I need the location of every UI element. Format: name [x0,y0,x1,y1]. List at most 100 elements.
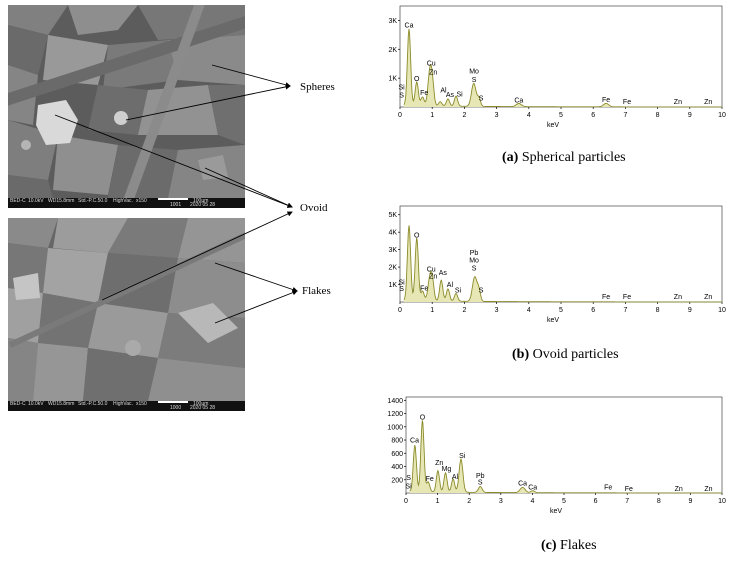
spectrum-line [403,225,722,303]
x-axis-label: keV [547,122,559,129]
x-tick-label: 3 [499,498,503,505]
caption-a: (a) Spherical particles [502,150,626,166]
sem-image-top: BED-C 10.0kV WD15.8mm Std.-P.C.50.0 High… [8,5,245,208]
peak-label: Al [447,282,454,289]
eds-chart-flakes: 200 400 600 800 1000 1200 1400 0 1 2 3 4 5 6 7 8 9 10 keV C… [387,396,726,515]
caption-b: (b) Ovoid particles [512,347,619,363]
peak-label: S [399,92,404,99]
x-tick-label: 10 [718,307,726,314]
peak-label: Mo [469,69,479,76]
peak-label: Al [440,88,447,95]
x-tick-label: 8 [656,307,660,314]
peak-label: S [478,479,483,486]
arrow-ovoid-2 [204,167,293,208]
peak-label: Cu [427,266,436,273]
x-tick-label: 10 [718,112,726,119]
peak-label: S [472,77,477,84]
y-tick-label: 5K [388,212,397,219]
spectrum-fill [409,420,722,493]
sem-vac: HighVac. [113,401,133,407]
peak-label: Zn [429,69,437,76]
x-tick-label: 1 [436,498,440,505]
label-ovoid: Ovoid [300,202,328,214]
sem-mag: x150 [136,401,147,407]
x-axis-label: keV [547,317,559,324]
peak-label: Si [398,280,405,287]
caption-c: (c) Flakes [541,538,597,554]
y-tick-label: 1400 [387,398,403,405]
sem-texture-top [8,5,245,198]
peak-label: O [414,76,420,83]
caption-c-letter: (c) [541,538,557,553]
sem-info-bar-bottom: BED-C 10.0kV WD15.8mm Std.-P.C.50.0 High… [8,401,245,411]
sem-std: Std.-P.C.50.0 [78,401,108,407]
sem-mode: BED-C [10,198,26,204]
peak-label: Cu [427,60,436,67]
peak-label: Si [398,85,405,92]
y-tick-label: 4K [388,230,397,237]
y-tick-label: 400 [391,464,403,471]
spectrum-fill [403,225,722,302]
y-tick-label: 1K [388,282,397,289]
x-tick-label: 1 [430,112,434,119]
y-tick-label: 800 [391,438,403,445]
peak-label: As [446,92,455,99]
peak-label: Zn [674,99,682,106]
label-spheres: Spheres [300,81,335,93]
x-tick-label: 8 [657,498,661,505]
y-tick-label: 2K [388,265,397,272]
peak-label: Fe [604,485,612,492]
peak-label: Zn [429,273,437,280]
peak-label: O [414,232,420,239]
peak-label: Zn [435,460,443,467]
peak-label: Zn [704,294,712,301]
x-tick-label: 7 [623,307,627,314]
peak-label: Fe [426,476,434,483]
peak-label: Pb [476,473,485,480]
arrow-flakes-1 [214,262,298,293]
sem-image-bottom: BED-C 10.0kV WD15.8mm Std.-P.C.50.0 High… [8,218,245,411]
x-tick-label: 10 [718,498,726,505]
sem-scale: 100µm [193,198,209,204]
x-tick-label: 2 [462,307,466,314]
peak-label: Fe [420,90,428,97]
caption-b-text: Ovoid particles [529,347,619,362]
peak-label: Fe [602,97,610,104]
x-tick-label: 6 [591,112,595,119]
x-tick-label: 6 [591,307,595,314]
sem-code: 1000 [170,405,182,411]
caption-a-text: Spherical particles [518,150,626,165]
x-tick-label: 9 [688,307,692,314]
x-tick-label: 0 [398,307,402,314]
peak-label: S [406,475,411,482]
y-tick-label: 3K [388,18,397,25]
peak-label: Mo [469,258,479,265]
peak-label: Si [459,453,466,460]
label-flakes: Flakes [302,285,331,297]
x-tick-label: 8 [656,112,660,119]
scale-bar [158,198,188,200]
x-tick-label: 4 [530,498,534,505]
peak-label: Mg [442,466,452,473]
peak-label: Pb [470,250,479,257]
sem-date: 2020 05 28 [190,405,216,411]
sem-scale: 100µm [193,401,209,407]
y-tick-label: 1K [388,76,397,83]
sem-mode: BED-C [10,401,26,407]
x-axis-label: keV [550,508,562,515]
sem-voltage: 10.0kV [28,401,44,407]
peak-label: Ca [410,438,419,445]
x-tick-label: 2 [462,112,466,119]
peak-label: Si [405,483,412,490]
x-tick-label: 4 [527,112,531,119]
peak-label: Zn [704,486,712,493]
spectrum-line [403,28,722,108]
x-tick-label: 5 [559,112,563,119]
y-tick-label: 1200 [387,411,403,418]
peak-label: Zn [675,486,683,493]
sem-vac: HighVac. [113,198,133,204]
sem-wd: WD15.8mm [48,401,75,407]
sem-code: 1001 [170,202,182,208]
